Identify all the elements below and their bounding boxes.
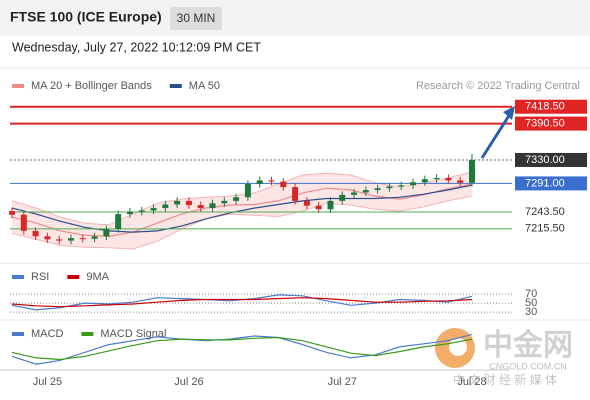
candle-body — [67, 238, 74, 241]
legend-label: RSI — [31, 271, 49, 283]
moving-average — [11, 183, 473, 238]
x-tick-label: Jul 25 — [33, 376, 62, 388]
candle-body — [268, 180, 275, 182]
legend-swatch — [12, 275, 24, 279]
timeframe-badge[interactable] — [170, 7, 222, 30]
watermark-tagline: 中 文 财 经 新 媒 体 — [453, 372, 557, 387]
candle-body — [351, 192, 358, 195]
candle-body — [292, 187, 299, 201]
y-tick-label: 50 — [525, 297, 537, 309]
timeframe-label: 30 MIN — [177, 11, 216, 25]
candle-body — [44, 236, 51, 240]
legend-swatch — [81, 332, 94, 336]
legend-swatch — [12, 84, 24, 88]
x-tick-label: Jul 26 — [174, 376, 203, 388]
candle-body — [20, 214, 27, 231]
candle-body — [244, 184, 251, 198]
level-label-box — [515, 99, 587, 114]
candle-body — [374, 188, 381, 191]
level-label: 7291.00 — [525, 177, 565, 189]
watermark-site: CNGOLD.COM.CN — [489, 361, 567, 371]
y-tick-label: 30 — [525, 306, 537, 318]
x-tick-label: Jul 27 — [328, 376, 357, 388]
legend-label: MA 50 — [189, 80, 220, 92]
legend-swatch — [169, 84, 182, 88]
candle-body — [221, 200, 228, 204]
candle-body — [280, 181, 287, 188]
candle-body — [162, 204, 169, 209]
candle-body — [433, 178, 440, 180]
candle-body — [315, 205, 322, 210]
candle-body — [32, 230, 39, 237]
candle-body — [56, 239, 63, 241]
level-label: 7215.50 — [525, 223, 565, 235]
y-tick-label: 70 — [525, 288, 537, 300]
candle-body — [209, 203, 216, 209]
level-label-box — [515, 116, 587, 131]
title: FTSE 100 (ICE Europe) — [10, 9, 162, 25]
candle-body — [303, 200, 310, 206]
candle-body — [150, 208, 157, 211]
watermark-logo: 中金网 — [483, 328, 573, 362]
candle-body — [9, 211, 15, 215]
legend-swatch — [67, 275, 80, 279]
candle-body — [445, 178, 452, 181]
forecast-arrowhead — [503, 106, 515, 120]
indicator-line — [11, 333, 473, 365]
candle-body — [457, 180, 464, 183]
candle-body — [469, 159, 475, 183]
level-label-box — [515, 176, 587, 191]
moving-average — [11, 184, 473, 233]
candle-body — [174, 200, 181, 205]
indicator-line — [11, 336, 473, 361]
bollinger-lower — [11, 195, 473, 250]
legend-label: 9MA — [86, 271, 109, 283]
candle-body — [185, 200, 192, 206]
candle-body — [138, 210, 145, 212]
credit: Research © 2022 Trading Central — [416, 80, 580, 92]
candle-body — [386, 186, 393, 189]
plots: 7418.50 7390.50 7330.00 7291.00 7243.50 7215.… — [9, 80, 587, 388]
timestamp: Wednesday, July 27, 2022 10:12:09 PM CET — [12, 40, 261, 54]
level-label: 7390.50 — [525, 117, 565, 129]
level-label: 7243.50 — [525, 206, 565, 218]
level-label: 7330.00 — [525, 154, 565, 166]
candle-body — [256, 180, 263, 185]
candle-body — [327, 200, 334, 210]
x-tick-label: Jul 28 — [457, 376, 486, 388]
candle-body — [398, 185, 405, 187]
indicator-line — [11, 297, 473, 308]
level-label-box — [515, 152, 587, 167]
forecast-arrow — [480, 113, 512, 159]
candle-body — [91, 236, 98, 239]
candle-body — [421, 179, 428, 183]
legend-label: MA 20 + Bollinger Bands — [31, 80, 152, 92]
candle-body — [362, 190, 369, 193]
candle-body — [197, 205, 204, 209]
candle-body — [103, 229, 110, 237]
header-bar — [0, 0, 590, 36]
legend-label: MACD — [31, 328, 63, 340]
candle-body — [126, 211, 133, 215]
legend-label: MACD Signal — [100, 328, 166, 340]
legend-swatch — [12, 332, 24, 336]
level-label: 7418.50 — [525, 101, 565, 113]
candle-body — [410, 182, 417, 186]
candle-body — [339, 194, 346, 201]
candle-body — [233, 197, 240, 201]
watermark: 中金网 CNGOLD.COM.CN 中 文 财 经 新 媒 体 — [435, 328, 573, 387]
bollinger-upper — [11, 171, 473, 226]
candle-body — [115, 214, 122, 230]
candle-body — [79, 238, 86, 240]
